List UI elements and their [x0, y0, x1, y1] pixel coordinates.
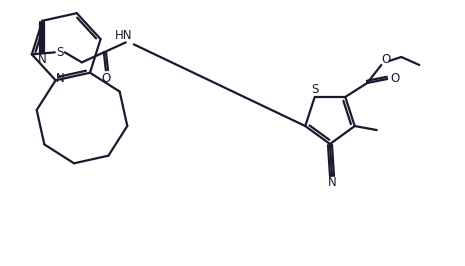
Text: O: O [382, 53, 391, 66]
Text: N: N [56, 72, 65, 85]
Text: HN: HN [115, 29, 133, 42]
Text: O: O [391, 72, 400, 85]
Text: N: N [38, 53, 47, 66]
Text: S: S [311, 84, 319, 97]
Text: O: O [101, 72, 111, 85]
Text: N: N [328, 177, 336, 189]
Text: S: S [56, 46, 64, 59]
